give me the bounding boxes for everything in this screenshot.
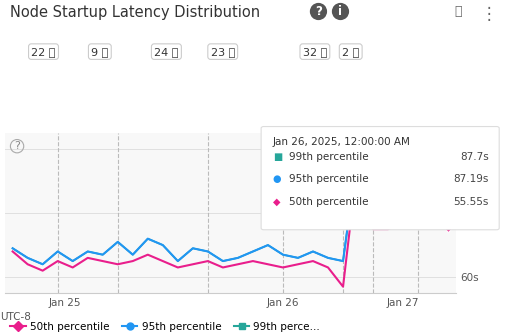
Text: 87.7s: 87.7s [460,152,489,162]
Text: ⛶: ⛶ [455,5,462,18]
Text: 24 ⓘ: 24 ⓘ [154,47,179,57]
Text: 2 ⓘ: 2 ⓘ [342,47,359,57]
Legend: 50th percentile, 95th percentile, 99th perce…: 50th percentile, 95th percentile, 99th p… [6,317,325,333]
Text: ◆: ◆ [273,197,281,207]
Text: i: i [338,5,343,18]
Text: Node Startup Latency Distribution: Node Startup Latency Distribution [10,5,261,20]
Text: 9 ⓘ: 9 ⓘ [91,47,109,57]
Text: 99th percentile: 99th percentile [289,152,369,162]
Text: 87.19s: 87.19s [454,174,489,184]
Text: ●: ● [273,174,282,184]
Text: ?: ? [14,141,20,151]
Text: ?: ? [315,5,322,18]
Text: 50th percentile: 50th percentile [289,197,369,207]
Text: 95th percentile: 95th percentile [289,174,369,184]
Text: 22 ⓘ: 22 ⓘ [31,47,56,57]
Text: 55.55s: 55.55s [454,197,489,207]
Text: ⋮: ⋮ [481,5,497,23]
Text: 23 ⓘ: 23 ⓘ [210,47,235,57]
Text: ■: ■ [273,152,282,162]
Text: 32 ⓘ: 32 ⓘ [303,47,327,57]
Text: Jan 26, 2025, 12:00:00 AM: Jan 26, 2025, 12:00:00 AM [273,137,411,147]
Text: UTC-8: UTC-8 [1,312,32,322]
